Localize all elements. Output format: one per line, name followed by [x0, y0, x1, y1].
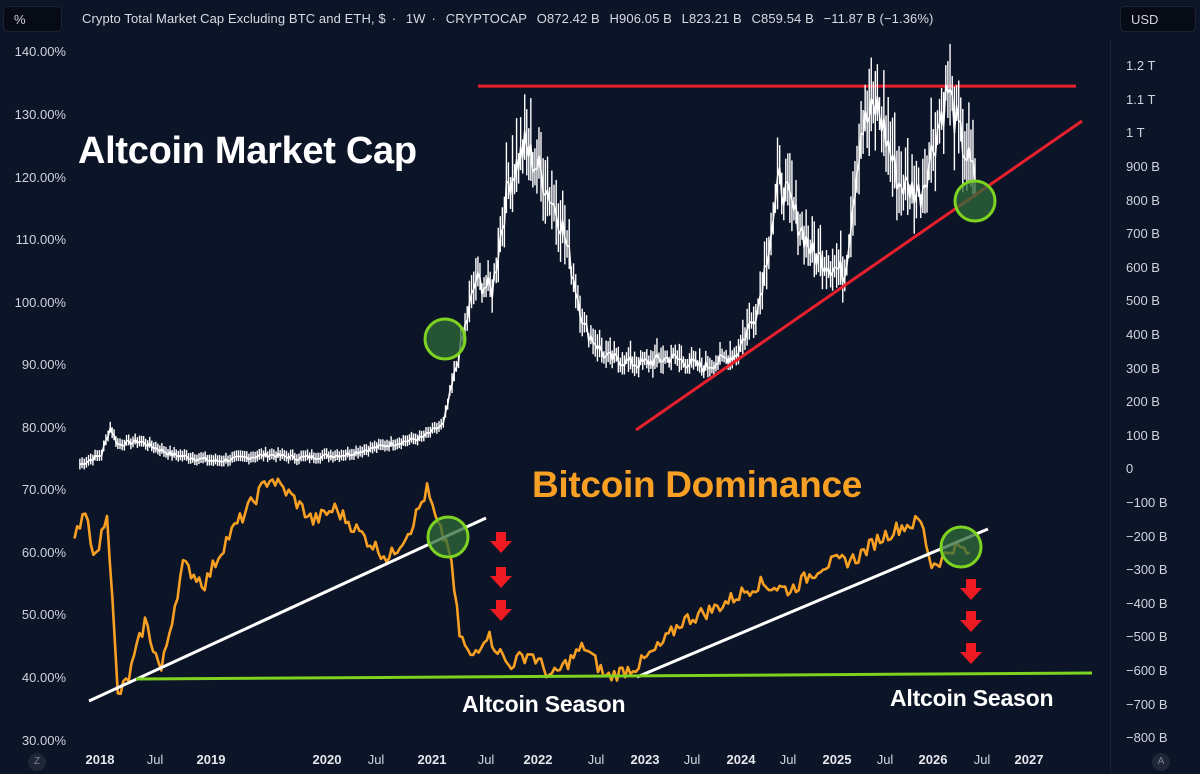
symbol-title[interactable]: Crypto Total Market Cap Excluding BTC an…: [82, 11, 386, 26]
right-tick: 200 B: [1126, 394, 1160, 409]
dominance-trendlines: [88, 516, 989, 703]
x-tick: Jul: [146, 752, 164, 767]
right-tick: 500 B: [1126, 293, 1160, 308]
x-tick: Jul: [779, 752, 797, 767]
right-tick: −100 B: [1126, 495, 1168, 510]
left-tick: 50.00%: [21, 607, 66, 622]
x-tick: 2022: [523, 752, 553, 767]
left-tick: 40.00%: [21, 670, 66, 685]
right-tick: 300 B: [1126, 361, 1160, 376]
right-tick: 800 B: [1126, 193, 1160, 208]
right-tick: 0: [1126, 461, 1134, 476]
highlight-circles: [423, 179, 997, 569]
x-tick: 2027: [1014, 752, 1044, 767]
x-tick: 2023: [630, 752, 660, 767]
price-scale-panel[interactable]: [1110, 40, 1200, 774]
x-tick: Jul: [876, 752, 894, 767]
left-tick: 80.00%: [21, 420, 66, 435]
low-value: L823.21 B: [681, 11, 742, 26]
x-tick: Jul: [587, 752, 605, 767]
left-percent-axis[interactable]: 140.00% 130.00% 120.00% 110.00% 100.00% …: [0, 0, 66, 774]
left-tick: 100.00%: [14, 295, 66, 310]
left-tick: 30.00%: [21, 733, 66, 748]
right-tick: 100 B: [1126, 428, 1160, 443]
auto-scale-button[interactable]: A: [1152, 753, 1170, 771]
right-tick: −400 B: [1126, 596, 1168, 611]
zoom-toggle-button[interactable]: Z: [28, 753, 46, 771]
legend-sep: ·: [391, 11, 397, 26]
right-tick: −300 B: [1126, 562, 1168, 577]
bitcoin-dominance-series: [73, 477, 971, 696]
left-tick: 120.00%: [14, 170, 66, 185]
percent-scale-button[interactable]: %: [3, 6, 62, 32]
high-value: H906.05 B: [609, 11, 672, 26]
right-tick: 600 B: [1126, 260, 1160, 275]
left-tick: 110.00%: [15, 232, 66, 247]
close-value: C859.54 B: [751, 11, 814, 26]
right-tick: 1 T: [1126, 125, 1145, 140]
left-tick: 70.00%: [21, 482, 66, 497]
left-tick: 60.00%: [21, 545, 66, 560]
x-tick: 2025: [822, 752, 852, 767]
x-tick: 2020: [312, 752, 342, 767]
x-tick: 2021: [417, 752, 447, 767]
x-tick: Jul: [477, 752, 495, 767]
ascending-support-line: [635, 119, 1083, 432]
source: CRYPTOCAP: [445, 11, 528, 26]
chart-header: % Crypto Total Market Cap Excluding BTC …: [0, 0, 1200, 40]
altcoin-season-label-1: Altcoin Season: [462, 691, 626, 717]
altcoin-season-label-2: Altcoin Season: [890, 685, 1054, 711]
x-tick: 2018: [85, 752, 115, 767]
right-tick: 700 B: [1126, 226, 1160, 241]
currency-button[interactable]: USD: [1120, 6, 1196, 32]
altcoin-market-cap-label: Altcoin Market Cap: [78, 130, 417, 172]
right-tick: −600 B: [1126, 663, 1168, 678]
left-tick: 140.00%: [14, 44, 66, 59]
right-tick: −500 B: [1126, 629, 1168, 644]
x-tick: Jul: [367, 752, 385, 767]
left-tick: 90.00%: [21, 357, 66, 372]
right-tick: 1.2 T: [1126, 58, 1156, 73]
legend-sep: ·: [431, 11, 436, 26]
dominance-support-line: [135, 671, 1093, 681]
symbol-legend: Crypto Total Market Cap Excluding BTC an…: [82, 11, 939, 26]
altcoin-market-cap-series: [79, 43, 976, 470]
right-tick: −200 B: [1126, 529, 1168, 544]
right-tick: −800 B: [1126, 730, 1168, 745]
x-tick: Jul: [683, 752, 701, 767]
x-tick: 2026: [918, 752, 948, 767]
left-tick: 130.00%: [14, 107, 66, 122]
right-tick: 400 B: [1126, 327, 1160, 342]
open-value: O872.42 B: [536, 11, 600, 26]
x-tick: 2024: [726, 752, 756, 767]
right-tick: 900 B: [1126, 159, 1160, 174]
interval[interactable]: 1W: [405, 11, 426, 26]
bitcoin-dominance-label: Bitcoin Dominance: [532, 464, 862, 505]
x-tick: 2019: [196, 752, 226, 767]
right-tick: 1.1 T: [1126, 92, 1156, 107]
down-arrow-icons: [490, 532, 982, 664]
right-tick: −700 B: [1126, 697, 1168, 712]
x-tick: Jul: [973, 752, 991, 767]
change-value: −11.87 B (−1.36%): [823, 11, 934, 26]
